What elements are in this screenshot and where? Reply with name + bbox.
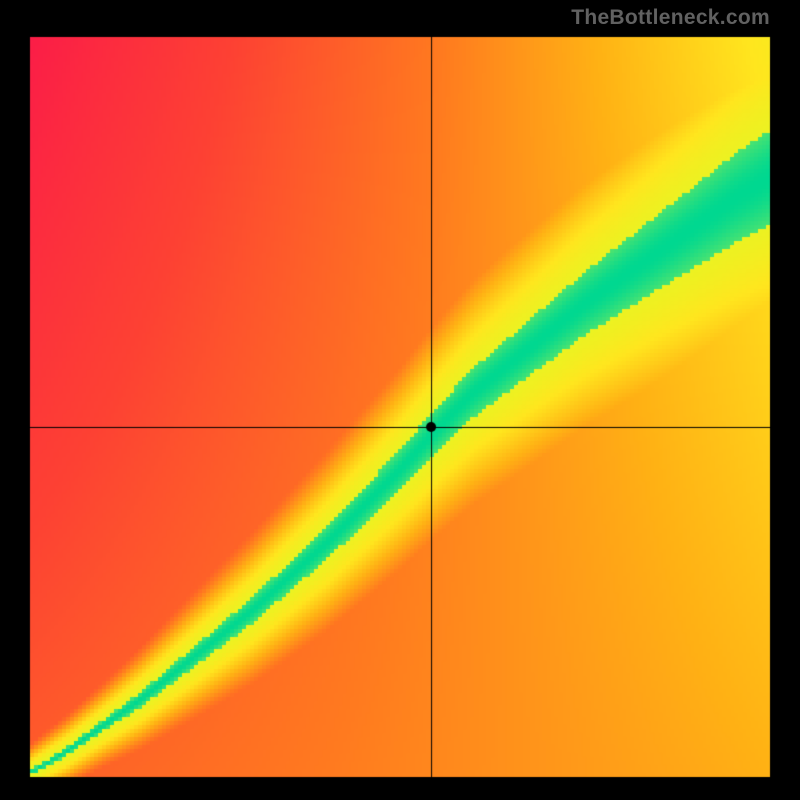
watermark-label: TheBottleneck.com [571,6,770,30]
chart-container: TheBottleneck.com [0,0,800,800]
bottleneck-heatmap [0,0,800,800]
